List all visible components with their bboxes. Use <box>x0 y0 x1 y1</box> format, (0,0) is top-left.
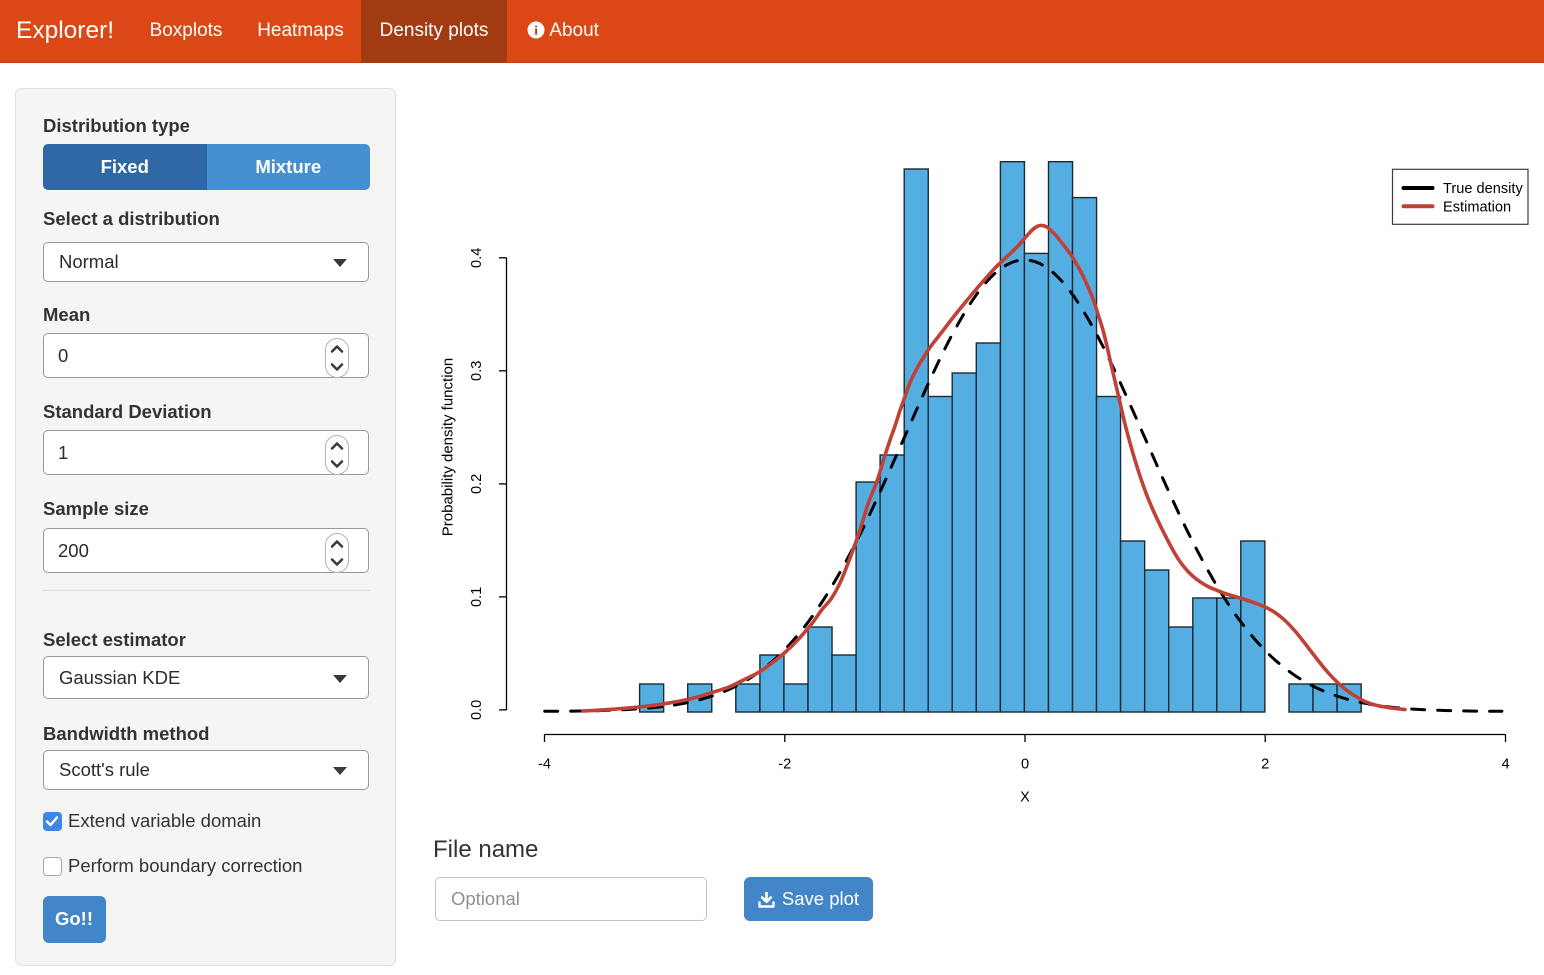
svg-text:0.0: 0.0 <box>469 700 485 720</box>
svg-text:0.1: 0.1 <box>469 587 485 607</box>
svg-text:2: 2 <box>1261 756 1269 772</box>
svg-text:Probability density function: Probability density function <box>440 358 457 536</box>
svg-text:i: i <box>534 23 538 38</box>
svg-text:X: X <box>1020 790 1030 806</box>
svg-text:Estimation: Estimation <box>1443 200 1511 216</box>
svg-text:0.3: 0.3 <box>469 361 485 381</box>
svg-text:0: 0 <box>1021 756 1029 772</box>
svg-text:4: 4 <box>1501 756 1509 772</box>
svg-text:-2: -2 <box>778 756 791 772</box>
svg-text:-4: -4 <box>538 756 551 772</box>
svg-text:True density: True density <box>1443 181 1523 197</box>
svg-text:0.4: 0.4 <box>469 248 485 268</box>
svg-text:0.2: 0.2 <box>469 474 485 494</box>
